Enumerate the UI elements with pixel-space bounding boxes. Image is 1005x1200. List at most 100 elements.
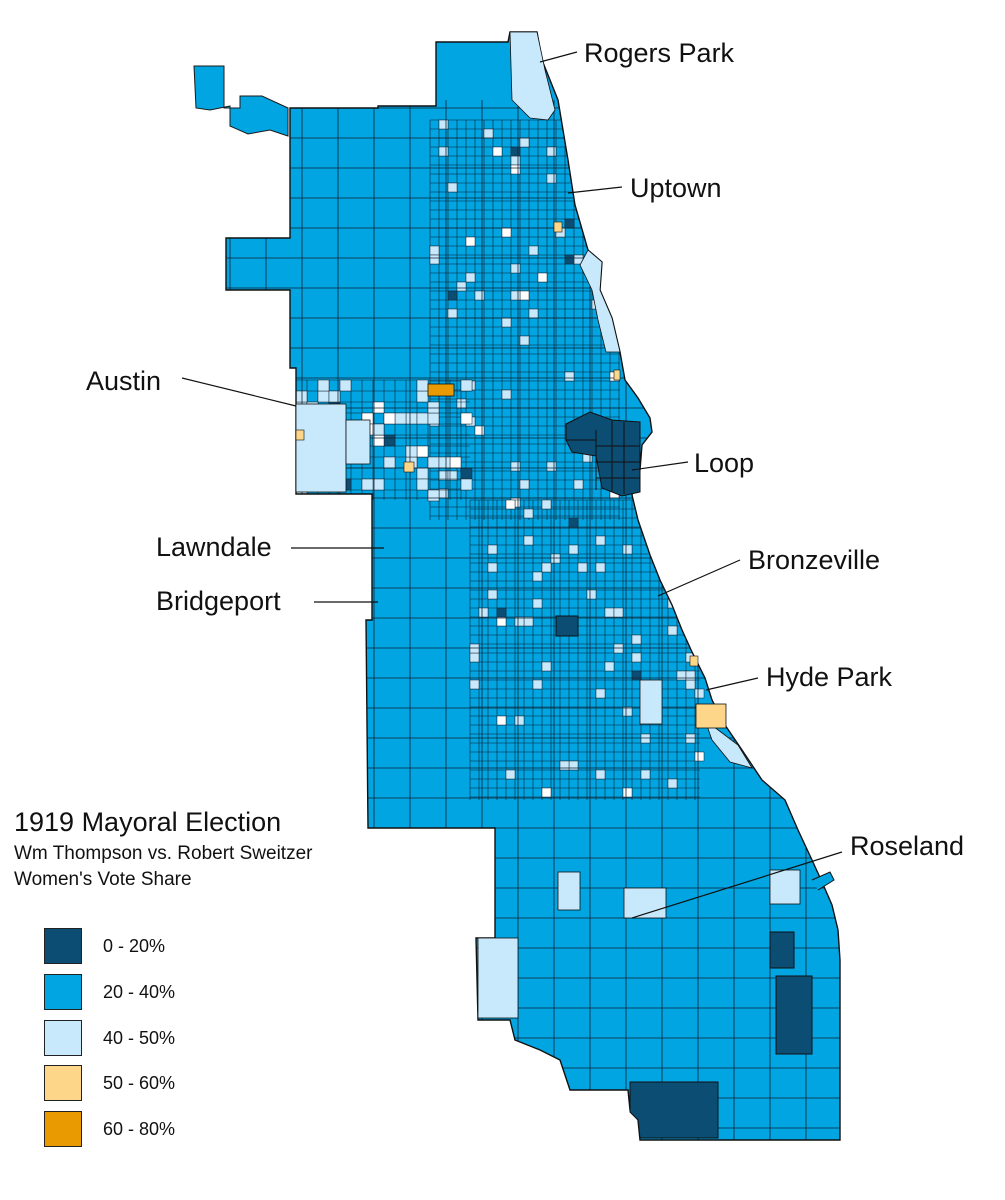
tract-cell (613, 643, 624, 654)
label-bronzeville: Bronzeville (748, 545, 880, 575)
gold-tract-uptown (553, 221, 563, 233)
legend-swatch-20-40 (44, 974, 82, 1010)
tract-cell (640, 769, 651, 780)
tract-cell (541, 562, 552, 573)
tract-cell (447, 182, 458, 193)
legend-item-2: 40 - 50% (44, 1020, 344, 1058)
legend-swatch-0-20 (44, 928, 82, 964)
tract-cell (510, 155, 521, 166)
tract-cell (427, 412, 440, 425)
tract-cell (317, 390, 330, 403)
tract-cell (295, 390, 308, 403)
tract-cell (447, 308, 458, 319)
tract-cell (591, 218, 602, 229)
tract-cell (447, 470, 458, 481)
tract-cell (372, 478, 385, 491)
calumet-inlet (811, 871, 835, 891)
tract-cell (372, 434, 385, 447)
light-south-small (557, 871, 581, 911)
tract-cell (505, 499, 516, 510)
tract-cell (469, 643, 480, 654)
tract-cell (487, 589, 498, 600)
tract-cell (510, 290, 521, 301)
tract-cell (640, 733, 651, 744)
tract-cell (685, 670, 696, 681)
light-austin (295, 403, 347, 493)
tract-cell (568, 517, 579, 528)
label-rogers-park: Rogers Park (584, 38, 735, 68)
tract-cell (573, 479, 584, 490)
tract-cell (528, 245, 539, 256)
gold-tract-hyde-park (695, 703, 727, 729)
tract-cell (541, 499, 552, 510)
tract-cell (427, 401, 440, 414)
light-rogers-park-strip (509, 31, 556, 121)
tract-cell (474, 425, 485, 436)
label-hyde-park: Hyde Park (766, 662, 893, 692)
tract-cell (564, 218, 575, 229)
tract-cell (514, 616, 525, 627)
tract-cell (510, 263, 521, 274)
tract-cell (514, 715, 525, 726)
tract-cell (449, 456, 462, 469)
dark-tract-roseland-2 (775, 975, 813, 1055)
loop-dark-tracts (566, 420, 640, 494)
tract-cell (694, 751, 705, 762)
tract-cell (595, 562, 606, 573)
tract-cell (456, 281, 467, 292)
tract-cell (546, 173, 557, 184)
light-south-lakefront (704, 718, 753, 769)
tract-cell (465, 272, 476, 283)
tract-cell (537, 272, 548, 283)
legend-swatch-40-50 (44, 1020, 82, 1056)
tract-cell (383, 456, 396, 469)
legend-label-50-60: 50 - 60% (103, 1073, 176, 1093)
tract-cell (622, 787, 633, 798)
light-hyde-park (639, 679, 663, 725)
tract-cell (469, 652, 480, 663)
tract-cell (465, 236, 476, 247)
tract-cell (416, 412, 429, 425)
light-roseland (623, 887, 667, 919)
tract-cell (595, 769, 606, 780)
tract-cell (568, 544, 579, 555)
tract-cell (505, 769, 516, 780)
tract-cell (685, 679, 696, 690)
tract-cell (604, 607, 615, 618)
map-subtitle: Wm Thompson vs. Robert Sweitzer (14, 843, 313, 864)
tract-cell (667, 625, 678, 636)
tract-cell (550, 553, 561, 564)
label-roseland: Roseland (850, 831, 964, 861)
tract-cell (456, 398, 467, 409)
tract-cell (438, 119, 449, 130)
tract-cell (541, 661, 552, 672)
tract-cell (501, 389, 512, 400)
label-loop: Loop (694, 448, 754, 478)
tract-cell (416, 478, 429, 491)
legend-item-4: 60 - 80% (44, 1111, 344, 1149)
tract-cell (613, 607, 624, 618)
tract-cell (559, 760, 570, 771)
gold-tract-2 (403, 461, 415, 473)
tract-cell (541, 787, 552, 798)
loop-dark-area (565, 411, 641, 497)
tract-cell (416, 467, 429, 480)
tract-cell (478, 607, 489, 618)
tract-cell (685, 733, 696, 744)
dark-tract-roseland-1 (769, 931, 795, 969)
tract-cell (676, 670, 687, 681)
leader-lines (181, 51, 843, 919)
tract-cell (528, 308, 539, 319)
legend-item-1: 20 - 40% (44, 974, 344, 1012)
tract-cell (487, 544, 498, 555)
tract-cell (631, 652, 642, 663)
legend-item-0: 0 - 20% (44, 928, 344, 966)
legend-label-20-40: 20 - 40% (103, 982, 176, 1002)
tract-cell (658, 544, 669, 555)
label-austin: Austin (86, 366, 161, 396)
tract-cell (510, 461, 521, 472)
tract-cell (474, 290, 485, 301)
tract-cell (496, 715, 507, 726)
tract-cell (546, 461, 557, 472)
tract-cell (622, 544, 633, 555)
